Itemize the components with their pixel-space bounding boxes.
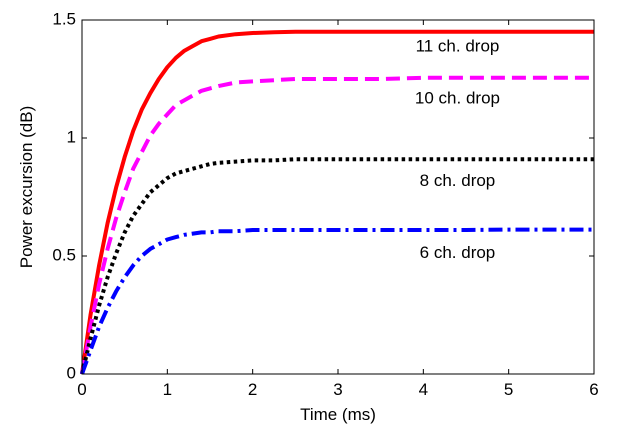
y-tick-label: 1.5 (52, 9, 76, 28)
x-tick-label: 3 (333, 380, 342, 399)
x-tick-label: 0 (77, 380, 86, 399)
plot-area (82, 20, 594, 374)
series-line-6-ch-drop (80, 227, 594, 375)
series-annotation: 10 ch. drop (415, 89, 500, 108)
series-line-11-ch-drop (80, 29, 594, 375)
series-annotation: 6 ch. drop (420, 243, 496, 262)
annotation-layer: 11 ch. drop 10 ch. drop 8 ch. drop 6 ch. dr… (415, 37, 500, 263)
series-line-10-ch-drop (80, 75, 594, 375)
series-annotation: 11 ch. drop (416, 37, 500, 56)
axes-layer: 0 1 2 3 4 5 6 0 0.5 1 1.5 (52, 9, 598, 399)
series-layer (80, 29, 594, 375)
series-annotation: 8 ch. drop (420, 171, 496, 190)
x-tick-label: 2 (248, 380, 257, 399)
series-line-8-ch-drop (80, 157, 594, 375)
plot-background (82, 20, 594, 374)
y-tick-label: 0 (67, 363, 76, 382)
x-tick-label: 6 (589, 380, 598, 399)
y-axis-label: Power excursion (dB) (17, 106, 36, 269)
y-tick-label: 0.5 (52, 245, 76, 264)
y-tick-label: 1 (67, 127, 76, 146)
x-tick-label: 5 (504, 380, 513, 399)
x-tick-label: 4 (419, 380, 428, 399)
x-tick-label: 1 (163, 380, 172, 399)
x-axis-label: Time (ms) (300, 405, 376, 424)
